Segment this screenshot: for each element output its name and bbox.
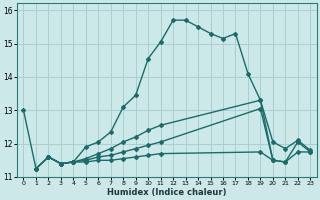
X-axis label: Humidex (Indice chaleur): Humidex (Indice chaleur) [107,188,227,197]
